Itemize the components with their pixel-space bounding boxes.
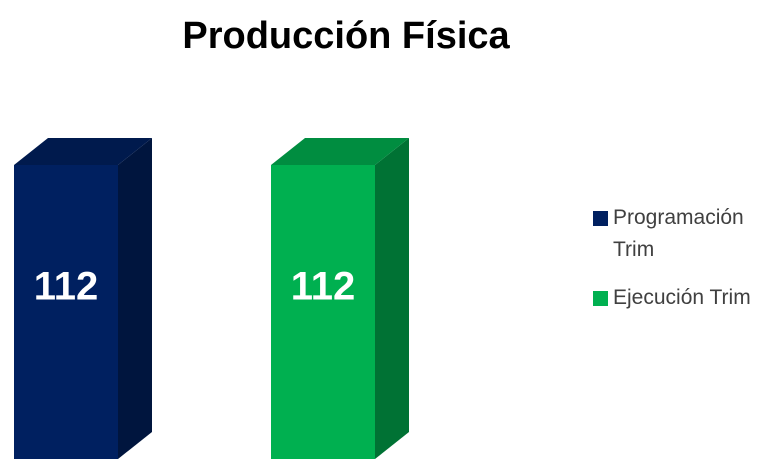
- legend-label: Ejecución Trim: [613, 286, 751, 309]
- data-label: 112: [34, 265, 99, 309]
- bar-front: [14, 165, 118, 459]
- legend-item: Programación Trim: [593, 202, 773, 266]
- legend-item: Ejecución Trim: [593, 282, 773, 314]
- legend: Programación Trim Ejecución Trim: [593, 202, 773, 330]
- bar-side: [118, 138, 152, 459]
- bar-side: [375, 138, 409, 459]
- bar-front: [271, 165, 375, 459]
- bar: [14, 138, 152, 459]
- legend-swatch: [593, 211, 608, 226]
- bar-top: [271, 138, 409, 165]
- legend-label: Programación Trim: [613, 206, 744, 261]
- legend-swatch: [593, 291, 608, 306]
- bar-top: [14, 138, 152, 165]
- chart-title: Producción Física: [182, 15, 510, 57]
- bar: [271, 138, 409, 459]
- data-label: 112: [291, 265, 356, 309]
